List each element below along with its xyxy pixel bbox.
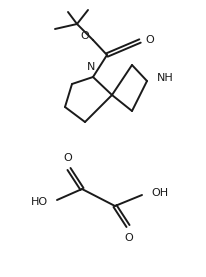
Text: O: O [125,233,133,243]
Text: O: O [80,31,89,41]
Text: OH: OH [151,188,168,198]
Text: N: N [87,62,95,72]
Text: O: O [145,35,154,45]
Text: NH: NH [157,73,174,83]
Text: HO: HO [31,197,48,207]
Text: O: O [64,153,72,163]
